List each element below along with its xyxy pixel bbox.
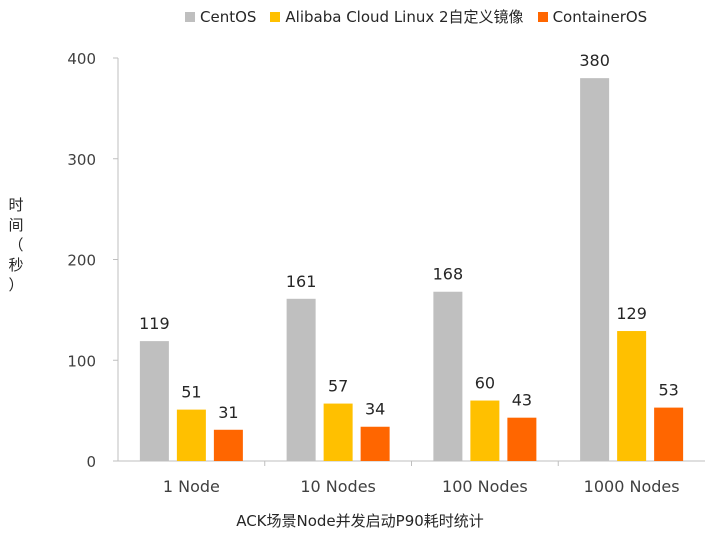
y-axis-label: 时间（秒） <box>8 196 24 294</box>
data-label: 57 <box>328 377 348 396</box>
bar-2-4 <box>617 331 647 461</box>
data-label: 43 <box>512 391 532 410</box>
bar-1-2 <box>286 298 316 461</box>
bar-2-3 <box>470 400 500 461</box>
x-tick-label: 100 Nodes <box>442 477 528 496</box>
legend-item-containeros: ContainerOS <box>537 7 648 26</box>
data-label: 60 <box>475 374 495 393</box>
bar-1-3 <box>433 291 463 461</box>
bar-1-1 <box>139 341 169 461</box>
bar-1-4 <box>580 78 610 462</box>
y-tick-label: 0 <box>86 453 96 471</box>
data-label: 31 <box>218 403 238 422</box>
bar-2-2 <box>323 403 353 461</box>
data-label: 380 <box>579 51 610 70</box>
data-label: 168 <box>433 265 464 284</box>
bar-2-1 <box>176 409 206 461</box>
legend-swatch-alinux <box>270 11 281 22</box>
data-label: 51 <box>181 383 201 402</box>
bar-3-3 <box>507 417 537 461</box>
data-label: 34 <box>365 400 385 419</box>
legend-item-alinux: Alibaba Cloud Linux 2自定义镜像 <box>270 6 524 27</box>
legend-swatch-containeros <box>537 11 548 22</box>
bar-3-2 <box>360 426 390 461</box>
data-label: 129 <box>616 304 647 323</box>
x-tick-label: 1000 Nodes <box>584 477 680 496</box>
y-tick-label: 400 <box>67 50 96 68</box>
data-label: 119 <box>139 314 170 333</box>
data-label: 53 <box>658 381 678 400</box>
legend-label-alinux: Alibaba Cloud Linux 2自定义镜像 <box>285 8 524 26</box>
y-tick-label: 300 <box>67 151 96 169</box>
legend-label-containeros: ContainerOS <box>552 7 648 26</box>
x-axis-title: ACK场景Node并发启动P90耗时统计 <box>236 512 484 530</box>
data-label: 161 <box>286 272 317 291</box>
bar-3-1 <box>213 429 243 461</box>
legend-swatch-centos <box>185 11 195 22</box>
legend-label-centos: CentOS <box>200 7 257 26</box>
x-tick-label: 1 Node <box>163 477 220 496</box>
y-tick-label: 100 <box>67 352 96 370</box>
x-tick-label: 10 Nodes <box>300 477 376 496</box>
y-tick-label: 200 <box>67 252 96 270</box>
legend: CentOS Alibaba Cloud Linux 2自定义镜像 Contai… <box>185 6 647 27</box>
bar-3-4 <box>654 407 684 461</box>
legend-item-centos: CentOS <box>185 8 256 26</box>
